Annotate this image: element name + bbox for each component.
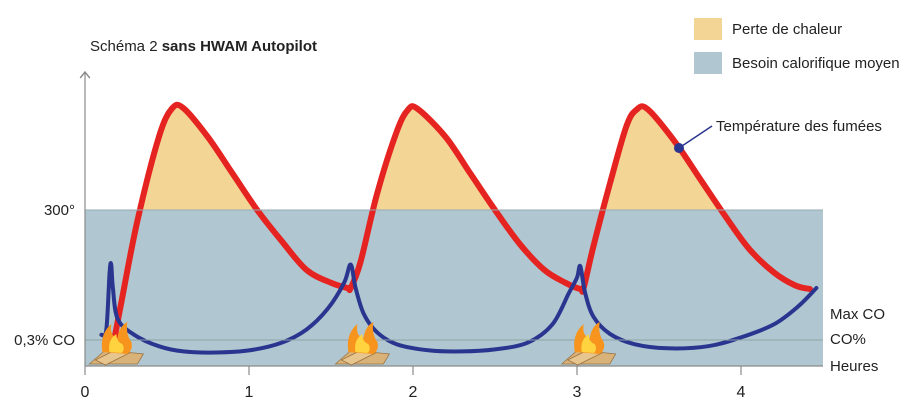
flame-inner — [109, 334, 124, 353]
legend-item-heat-loss: Perte de chaleur — [694, 12, 900, 46]
flue-callout-line — [678, 125, 713, 149]
fire-icon — [334, 322, 391, 366]
chart-title-bold: sans HWAM Autopilot — [161, 38, 317, 55]
legend-swatch-heat-demand — [694, 52, 722, 74]
x-tick-label-2: 2 — [409, 384, 418, 401]
chart-title-prefix: Schéma 2 — [90, 38, 158, 55]
co-percent-label: CO% — [830, 331, 866, 348]
legend-label-heat-loss: Perte de chaleur — [732, 20, 843, 38]
x-tick-label-3: 3 — [573, 384, 582, 401]
legend-label-heat-demand: Besoin calorifique moyen — [732, 54, 900, 72]
y-tick-label-0: 300° — [44, 202, 75, 219]
fire-icon — [560, 322, 617, 366]
co-line — [99, 261, 819, 355]
heat-demand-area — [85, 210, 823, 366]
max-co-label: Max CO — [830, 306, 885, 323]
flame-inner — [581, 334, 597, 353]
x-tick-label-4: 4 — [737, 384, 746, 401]
legend-item-heat-demand: Besoin calorifique moyen — [694, 46, 900, 80]
y-tick-label-1: 0,3% CO — [14, 332, 75, 349]
chart-title: Schéma 2 sans HWAM Autopilot — [90, 38, 317, 55]
heat-loss-area — [139, 104, 721, 210]
x-axis-label: Heures — [830, 358, 878, 375]
flame-inner — [355, 334, 370, 353]
legend-swatch-heat-loss — [694, 18, 722, 40]
x-tick-label-1: 1 — [245, 384, 254, 401]
legend: Perte de chaleur Besoin calorifique moye… — [694, 12, 900, 80]
flue-callout-label: Température des fumées — [716, 118, 882, 135]
flue-callout-dot — [674, 143, 684, 153]
x-tick-label-0: 0 — [81, 384, 90, 401]
fire-icon — [88, 322, 145, 366]
flue-temperature-line — [108, 101, 813, 359]
